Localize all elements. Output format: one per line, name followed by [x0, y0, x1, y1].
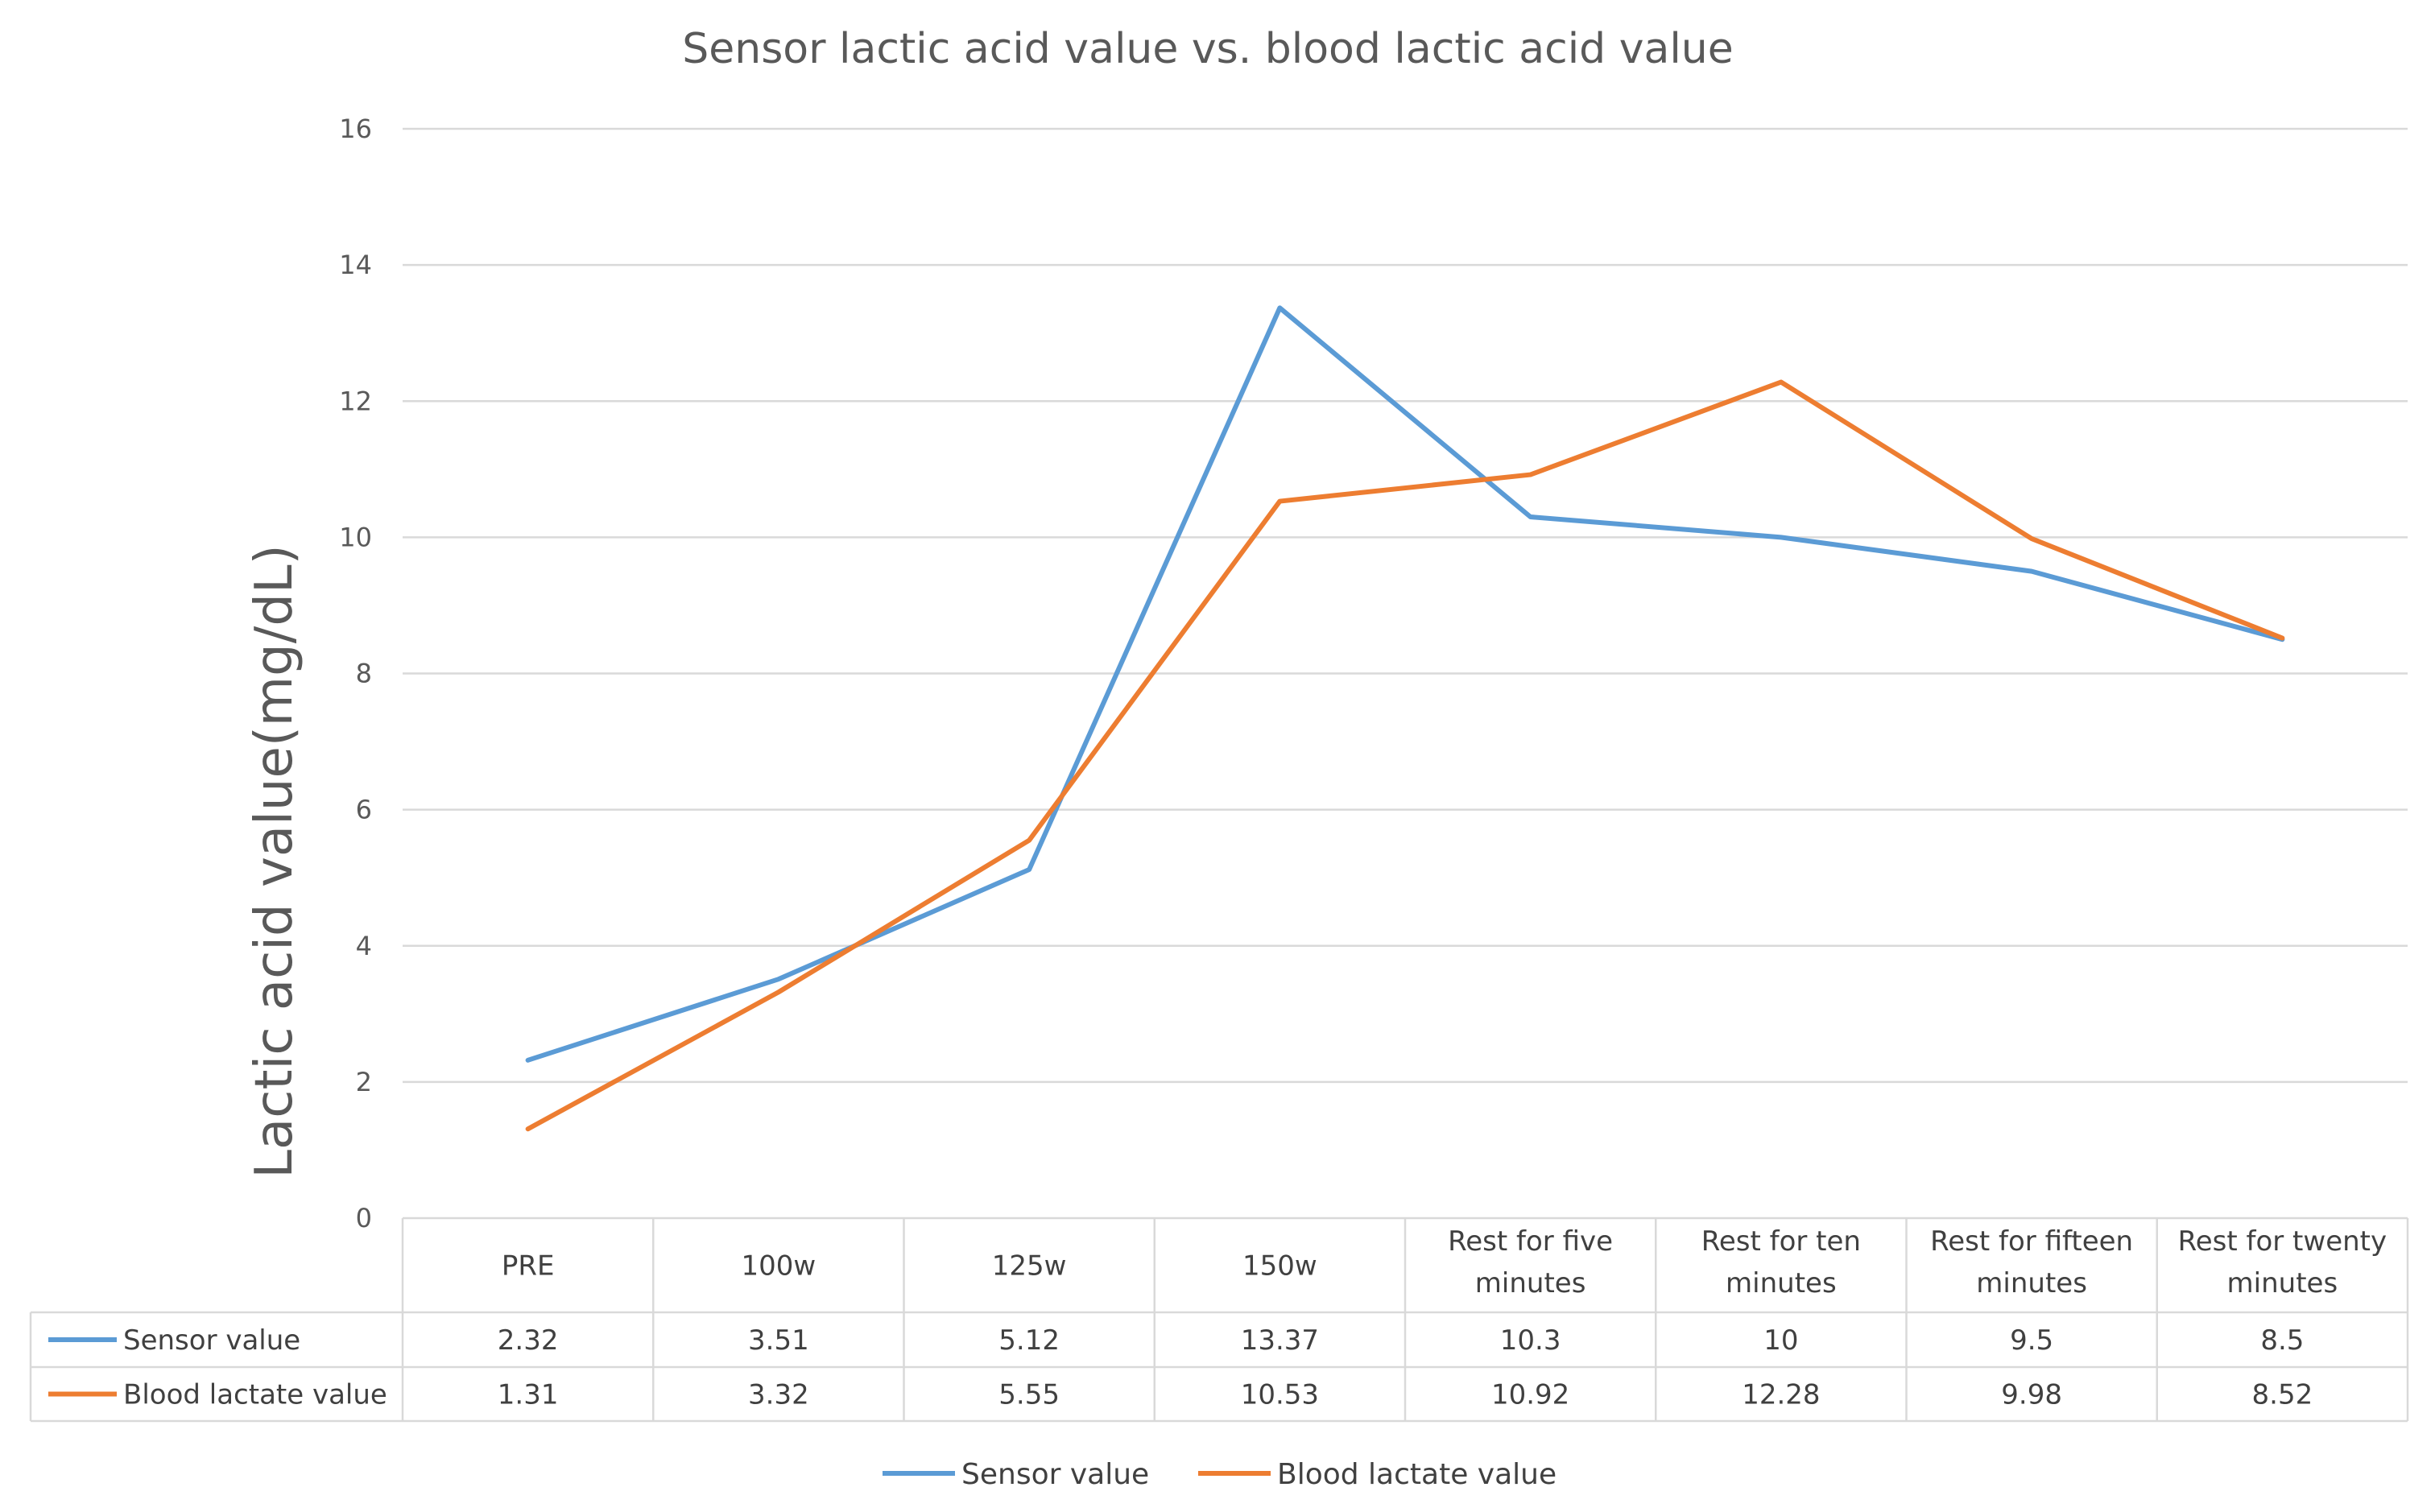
data-label: 3.51: [748, 1324, 809, 1357]
x-category-label: Rest for fifteen: [1930, 1225, 2133, 1258]
series-line-sensor-value: [525, 305, 2285, 1063]
y-tick-label: 0: [356, 1203, 372, 1233]
y-tick-label: 6: [356, 795, 372, 825]
data-label: 10.3: [1500, 1324, 1561, 1357]
x-category-label: minutes: [1475, 1267, 1586, 1299]
y-tick-label: 10: [339, 522, 372, 552]
table-row-label: Sensor value: [123, 1324, 300, 1357]
data-label: 8.5: [2260, 1324, 2304, 1357]
plot-lines: [525, 305, 2285, 1132]
series-line-blood-lactate-value: [525, 379, 2285, 1132]
data-label: 8.52: [2252, 1379, 2313, 1411]
data-table: PRE 100w 125w 150w Rest for five minutes Rest …: [29, 1218, 2409, 1423]
data-label: 10.53: [1241, 1379, 1319, 1411]
y-tick-label: 14: [339, 250, 372, 280]
y-tick-label: 2: [356, 1067, 372, 1097]
y-tick-label: 4: [356, 931, 372, 961]
data-label: 9.5: [2010, 1324, 2053, 1357]
data-label: 13.37: [1241, 1324, 1319, 1357]
y-tick-label: 8: [356, 659, 372, 689]
x-category-label: Rest for five: [1448, 1225, 1613, 1258]
x-category-label: minutes: [2227, 1267, 2338, 1299]
legend-label: Sensor value: [961, 1458, 1149, 1491]
y-tick-label: 12: [339, 386, 372, 416]
y-axis-label: Lactic acid value(mg/dL): [245, 544, 304, 1178]
x-category-label: minutes: [1976, 1267, 2087, 1299]
data-label: 3.32: [748, 1379, 809, 1411]
table-row-label: Blood lactate value: [123, 1379, 387, 1411]
x-category-label: 150w: [1242, 1250, 1317, 1283]
data-label: 9.98: [2001, 1379, 2062, 1411]
data-label: 10.92: [1491, 1379, 1569, 1411]
data-label: 2.32: [498, 1324, 559, 1357]
x-category-label: Rest for twenty: [2178, 1225, 2387, 1258]
y-axis-ticks: 0 2 4 6 8 10 12 14 16: [339, 114, 372, 1233]
x-category-label: PRE: [502, 1250, 555, 1283]
data-label: 5.12: [998, 1324, 1060, 1357]
legend-label: Blood lactate value: [1277, 1458, 1556, 1491]
x-category-label: 100w: [742, 1250, 816, 1283]
data-label: 12.28: [1742, 1379, 1820, 1411]
x-category-label: minutes: [1726, 1267, 1837, 1299]
y-tick-label: 16: [339, 114, 372, 144]
chart-title: Sensor lactic acid value vs. blood lacti…: [682, 25, 1734, 73]
data-label: 5.55: [998, 1379, 1060, 1411]
legend: Sensor value Blood lactate value: [883, 1458, 1556, 1491]
x-category-label: 125w: [992, 1250, 1067, 1283]
x-category-label: Rest for ten: [1701, 1225, 1861, 1258]
gridlines: [403, 127, 2408, 1220]
data-label: 1.31: [498, 1379, 559, 1411]
data-label: 10: [1763, 1324, 1798, 1357]
